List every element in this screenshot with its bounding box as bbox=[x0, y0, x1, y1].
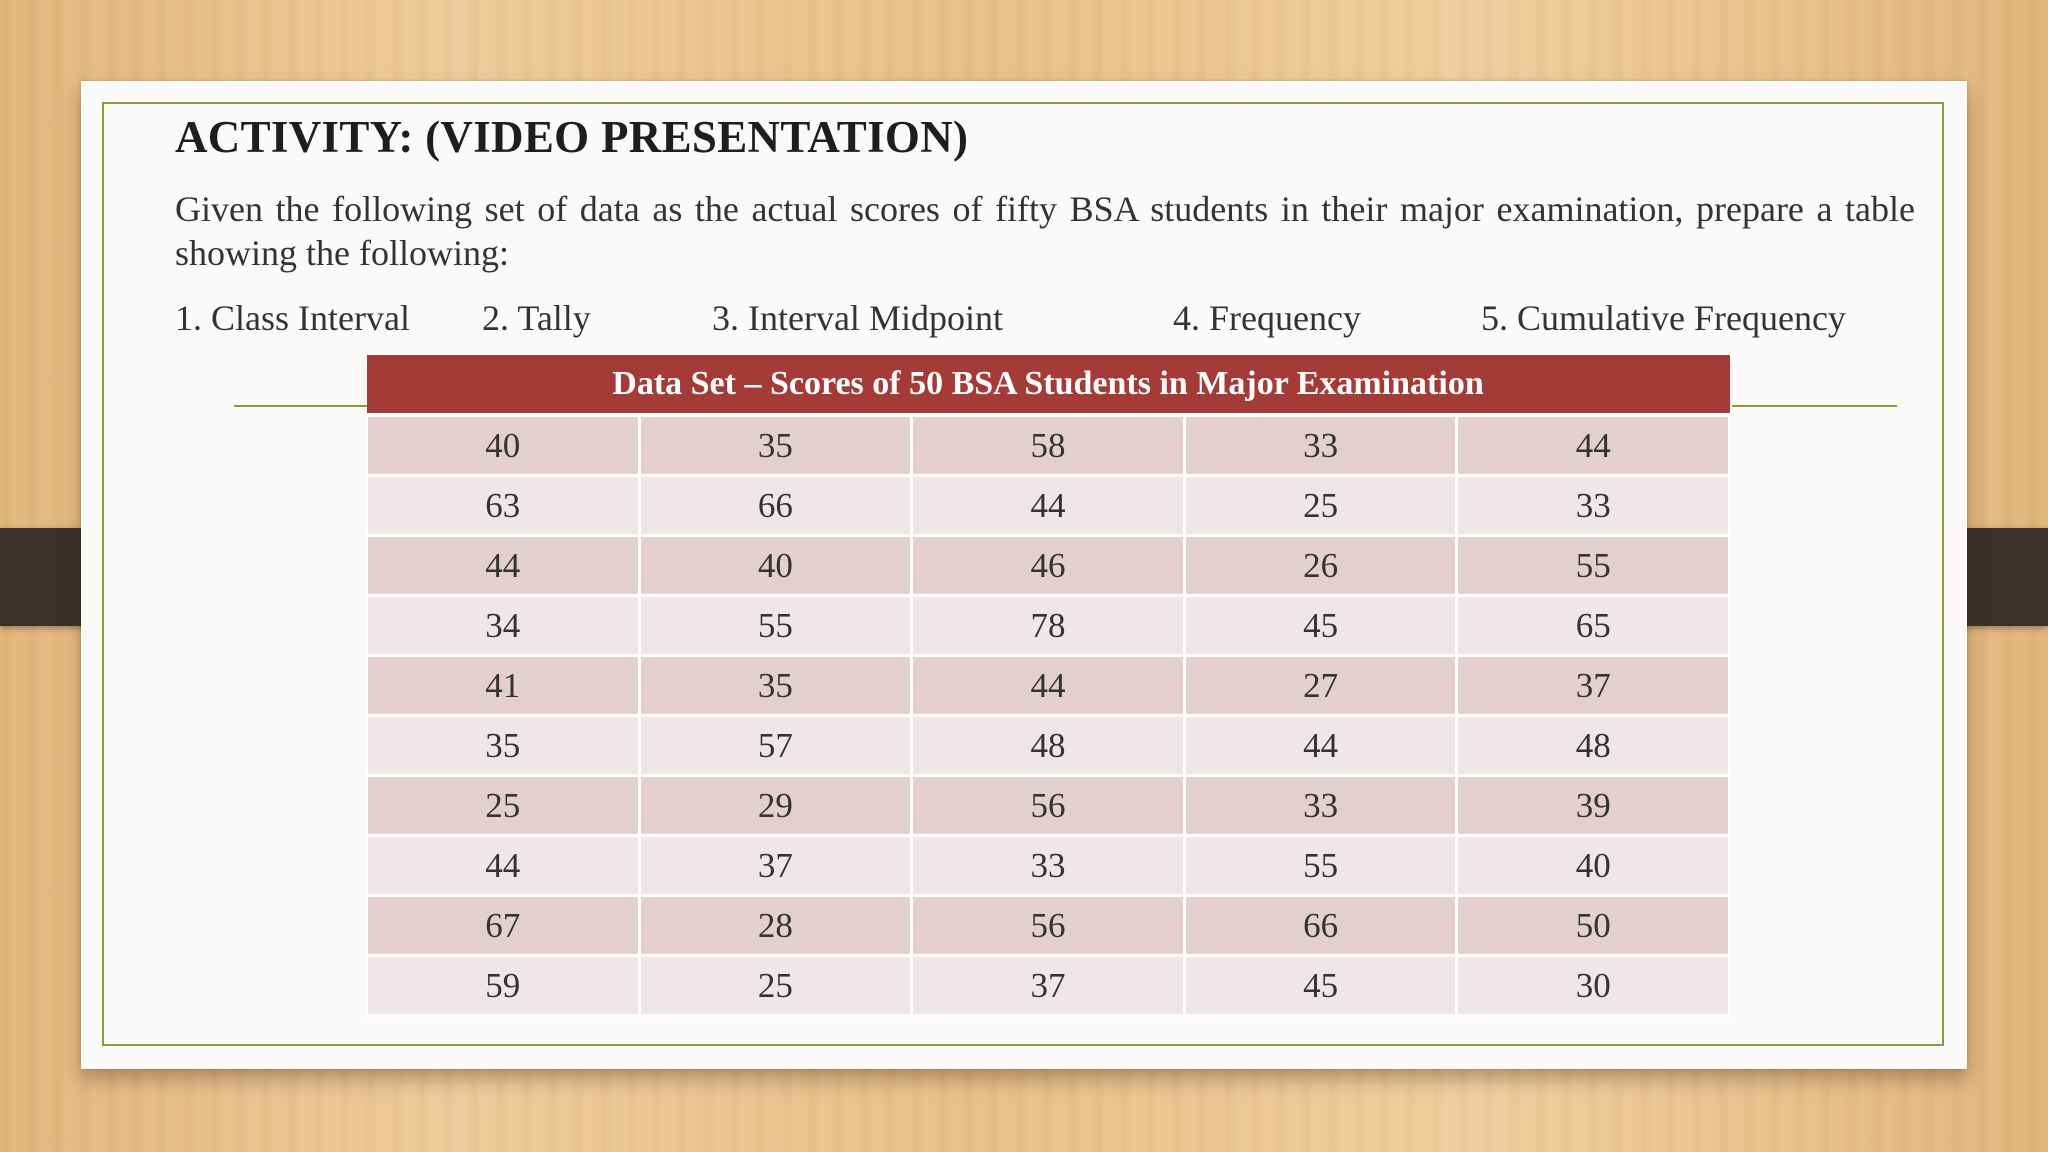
table-cell: 56 bbox=[910, 774, 1186, 837]
table-row: 59 25 37 45 30 bbox=[365, 954, 1731, 1017]
table-cell: 48 bbox=[910, 714, 1186, 777]
table-cell: 66 bbox=[1182, 894, 1459, 957]
table-cell: 44 bbox=[910, 474, 1186, 537]
table-row: 35 57 48 44 48 bbox=[365, 714, 1731, 777]
slide: ACTIVITY: (VIDEO PRESENTATION) Given the… bbox=[81, 81, 1967, 1069]
table-cell: 25 bbox=[637, 954, 914, 1017]
table-cell: 33 bbox=[1182, 413, 1459, 477]
table-cell: 65 bbox=[1455, 594, 1731, 657]
table-row: 34 55 78 45 65 bbox=[365, 594, 1731, 657]
table-cell: 67 bbox=[365, 894, 641, 957]
table-header: Data Set – Scores of 50 BSA Students in … bbox=[366, 355, 1730, 417]
table-cell: 78 bbox=[910, 594, 1186, 657]
table-cell: 40 bbox=[1455, 834, 1731, 897]
step-cumulative-frequency: 5. Cumulative Frequency bbox=[1481, 298, 1846, 338]
table-cell: 35 bbox=[637, 654, 914, 717]
table-row: 67 28 56 66 50 bbox=[365, 894, 1731, 957]
table-row: 40 35 58 33 44 bbox=[365, 413, 1731, 477]
table-cell: 44 bbox=[1182, 714, 1459, 777]
table-cell: 40 bbox=[365, 413, 641, 477]
table-cell: 34 bbox=[365, 594, 641, 657]
table-cell: 55 bbox=[1455, 534, 1731, 597]
step-frequency: 4. Frequency bbox=[1173, 298, 1361, 338]
table-cell: 33 bbox=[1182, 774, 1459, 837]
scores-table: Data Set – Scores of 50 BSA Students in … bbox=[365, 355, 1731, 1017]
table-row: 41 35 44 27 37 bbox=[365, 654, 1731, 717]
table-cell: 57 bbox=[637, 714, 914, 777]
step-class-interval: 1. Class Interval bbox=[175, 298, 410, 338]
table-cell: 28 bbox=[637, 894, 914, 957]
table-cell: 55 bbox=[637, 594, 914, 657]
step-interval-midpoint: 3. Interval Midpoint bbox=[712, 298, 1003, 338]
table-cell: 46 bbox=[910, 534, 1186, 597]
table-cell: 44 bbox=[910, 654, 1186, 717]
table-cell: 30 bbox=[1455, 954, 1731, 1017]
table-cell: 25 bbox=[365, 774, 641, 837]
table-row: 25 29 56 33 39 bbox=[365, 774, 1731, 837]
table-cell: 44 bbox=[1455, 413, 1731, 477]
table-cell: 41 bbox=[365, 654, 641, 717]
table-cell: 59 bbox=[365, 954, 641, 1017]
steps-list: 1. Class Interval 2. Tally 3. Interval M… bbox=[175, 297, 1975, 347]
table-cell: 33 bbox=[910, 834, 1186, 897]
table-header-row: Data Set – Scores of 50 BSA Students in … bbox=[366, 355, 1730, 417]
divider-line-right bbox=[1732, 405, 1897, 407]
table-cell: 35 bbox=[365, 714, 641, 777]
table-cell: 25 bbox=[1182, 474, 1459, 537]
table-row: 63 66 44 25 33 bbox=[365, 474, 1731, 537]
table-cell: 58 bbox=[910, 413, 1186, 477]
table-cell: 33 bbox=[1455, 474, 1731, 537]
table-cell: 39 bbox=[1455, 774, 1731, 837]
divider-line-left bbox=[234, 405, 447, 407]
table-cell: 56 bbox=[910, 894, 1186, 957]
table-cell: 55 bbox=[1182, 834, 1459, 897]
table-cell: 27 bbox=[1182, 654, 1459, 717]
table-cell: 37 bbox=[910, 954, 1186, 1017]
table-cell: 45 bbox=[1182, 594, 1459, 657]
table-cell: 45 bbox=[1182, 954, 1459, 1017]
table-cell: 44 bbox=[365, 834, 641, 897]
table-cell: 66 bbox=[637, 474, 914, 537]
table-cell: 37 bbox=[1455, 654, 1731, 717]
slide-title: ACTIVITY: (VIDEO PRESENTATION) bbox=[175, 112, 969, 162]
table-cell: 26 bbox=[1182, 534, 1459, 597]
table-cell: 37 bbox=[637, 834, 914, 897]
table-cell: 50 bbox=[1455, 894, 1731, 957]
table-cell: 48 bbox=[1455, 714, 1731, 777]
table-cell: 63 bbox=[365, 474, 641, 537]
table-cell: 29 bbox=[637, 774, 914, 837]
intro-text: Given the following set of data as the a… bbox=[175, 189, 1915, 273]
table-cell: 40 bbox=[637, 534, 914, 597]
table-row: 44 40 46 26 55 bbox=[365, 534, 1731, 597]
table-cell: 35 bbox=[637, 413, 914, 477]
table-row: 44 37 33 55 40 bbox=[365, 834, 1731, 897]
table-cell: 44 bbox=[365, 534, 641, 597]
step-tally: 2. Tally bbox=[482, 298, 591, 338]
slide-frame bbox=[102, 102, 1944, 1046]
table-body: 40 35 58 33 44 63 66 44 25 33 44 40 46 26 55 34 55 78 45 65… bbox=[365, 413, 1731, 1017]
